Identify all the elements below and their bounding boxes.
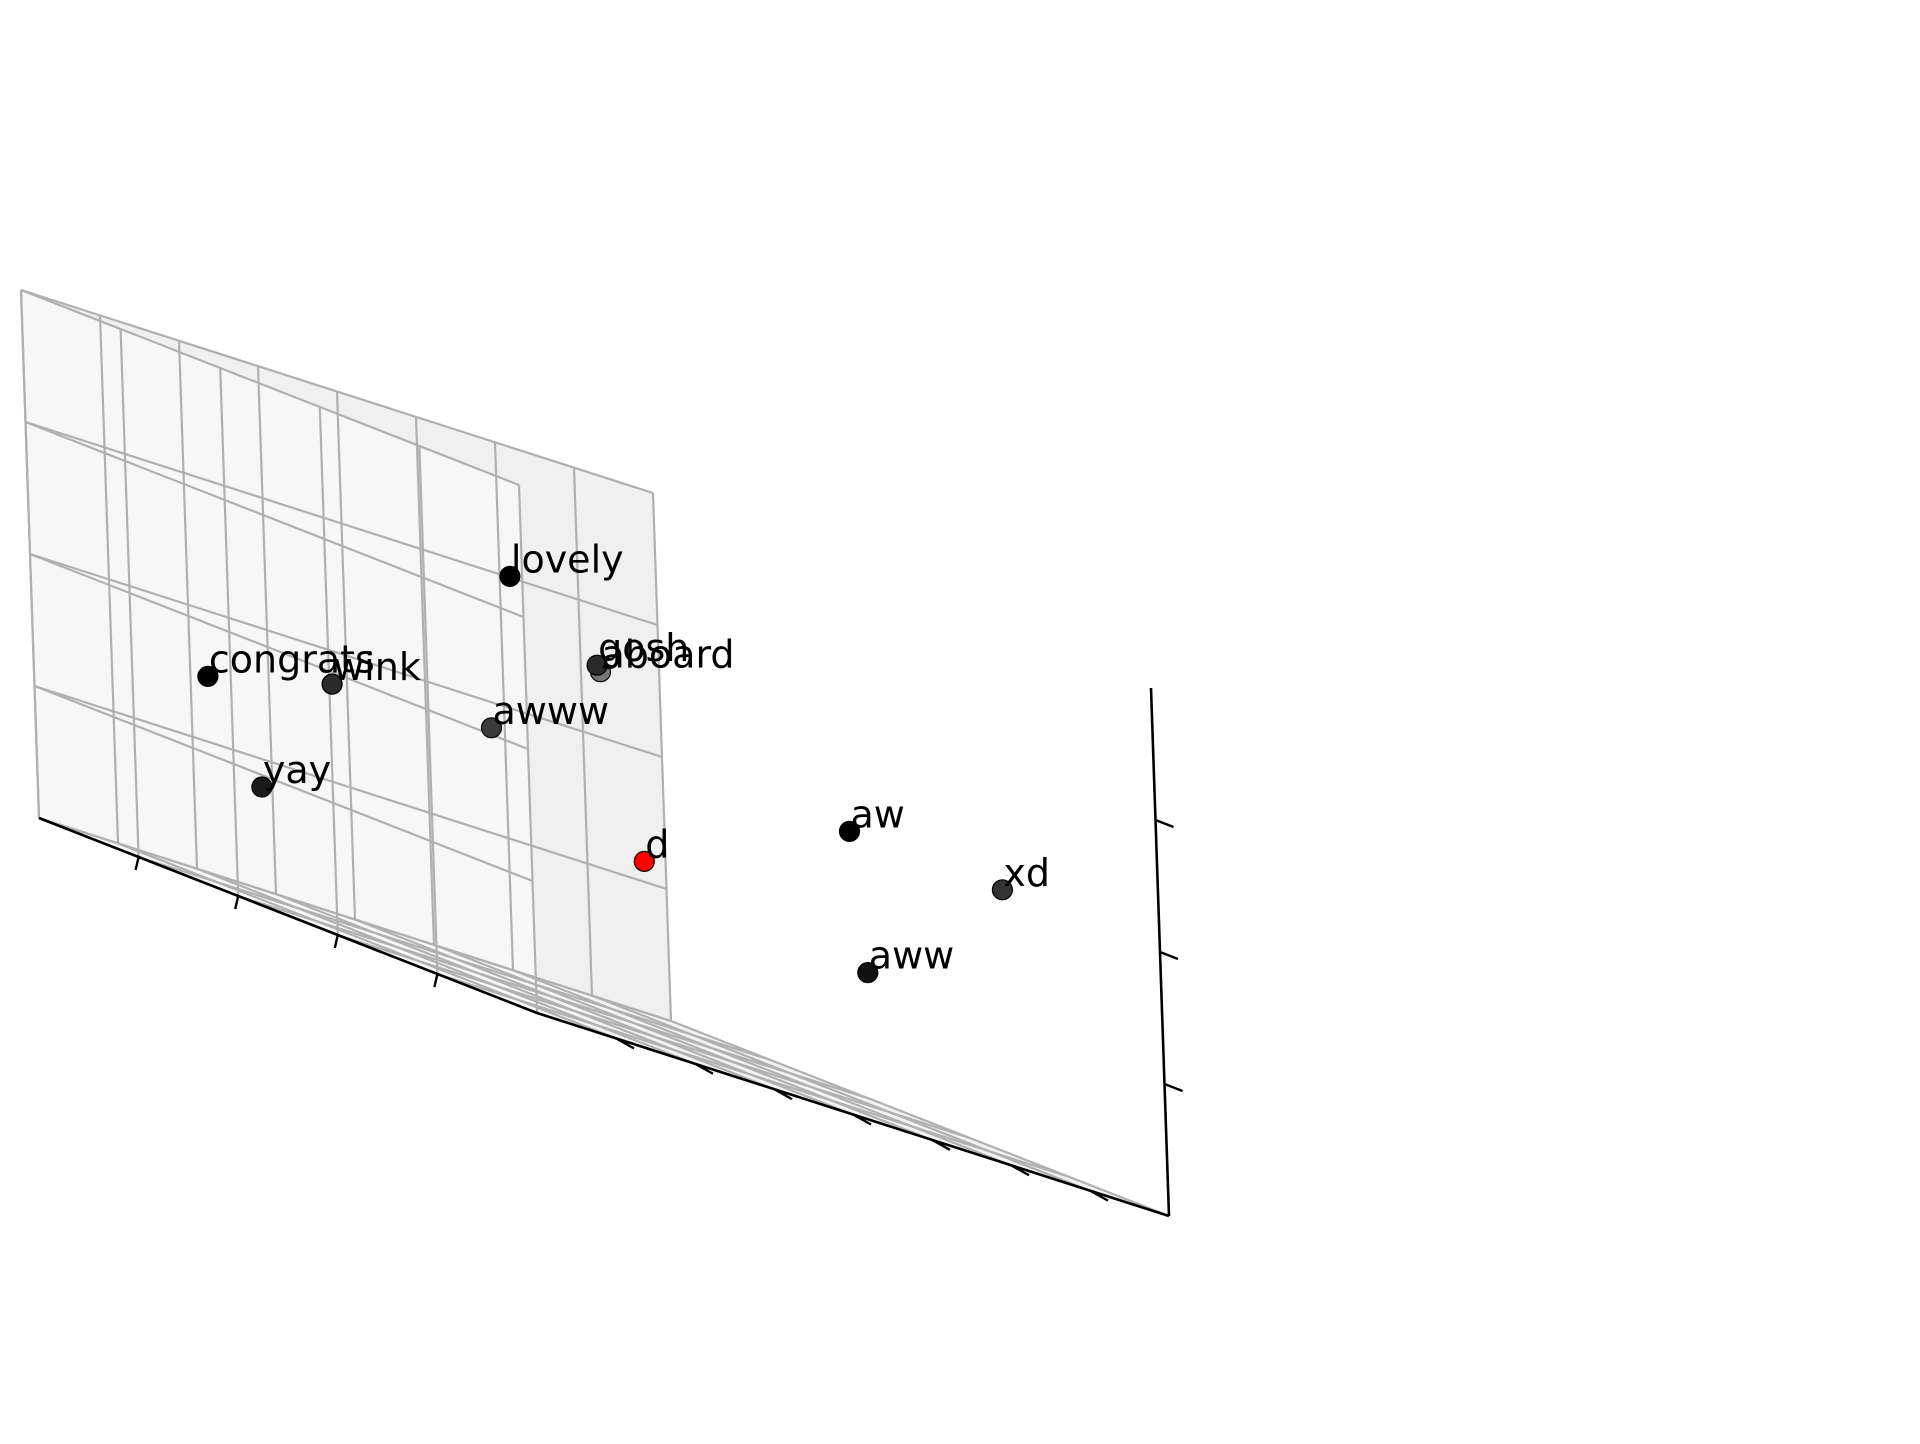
data-label: wink [333, 645, 421, 689]
y-axis-tick [615, 1037, 635, 1050]
back-grid-line [38, 816, 672, 1023]
data-label: aboard [602, 633, 735, 677]
floor-grid-line [275, 893, 775, 1091]
floor-grid-line [196, 867, 696, 1065]
axis-ticks [134, 818, 1183, 1202]
x-axis-tick [333, 934, 339, 949]
x-axis-tick [433, 973, 439, 988]
data-point [321, 673, 343, 695]
data-label: aw [851, 792, 905, 836]
floor-grid-line [433, 943, 933, 1141]
y-axis-tick [694, 1062, 714, 1075]
data-label: congrats [209, 637, 375, 681]
data-label: yay [263, 748, 331, 792]
data-label: d [645, 822, 669, 866]
side-grid-line [34, 684, 533, 883]
x-axis-tick [134, 856, 140, 871]
side-grid-line [29, 552, 529, 751]
side-grid-line [25, 420, 524, 619]
y-axis-tick [773, 1088, 793, 1101]
z-axis-tick [1164, 1082, 1183, 1093]
data-point [251, 776, 273, 798]
back-grid-line [20, 288, 654, 495]
data-label: awww [493, 689, 610, 733]
data-label: lovely [511, 537, 624, 581]
x-axis-tick [234, 895, 240, 910]
data-point [499, 565, 521, 588]
data-label: gosh [598, 626, 689, 670]
z-axis-tick [1159, 950, 1179, 961]
z-axis-tick [1155, 818, 1174, 829]
y-axis-tick [1089, 1189, 1109, 1202]
x-axis-line [38, 816, 538, 1015]
back-grid-line [25, 420, 658, 627]
floor-grid-line [591, 994, 1091, 1192]
data-points [197, 565, 1014, 984]
back-grid-line [29, 552, 663, 759]
data-point [633, 850, 655, 873]
y-axis-tick [1010, 1164, 1030, 1177]
data-point [586, 654, 608, 676]
data-point [838, 820, 861, 843]
data-point [197, 665, 219, 688]
back-grid-line [34, 684, 667, 891]
data-point [857, 961, 879, 984]
data-point [480, 717, 503, 739]
floor-grid-line [354, 918, 854, 1116]
floor-grid-line [512, 969, 1012, 1167]
data-label: aww [869, 934, 954, 978]
y-axis-tick [852, 1113, 872, 1126]
y-axis-tick [931, 1138, 951, 1151]
data-label: xd [1003, 851, 1050, 895]
data-point [991, 879, 1014, 901]
floor-grid-line [117, 842, 617, 1040]
side-grid-line [20, 288, 520, 487]
floor-grid-line [670, 1019, 1170, 1218]
